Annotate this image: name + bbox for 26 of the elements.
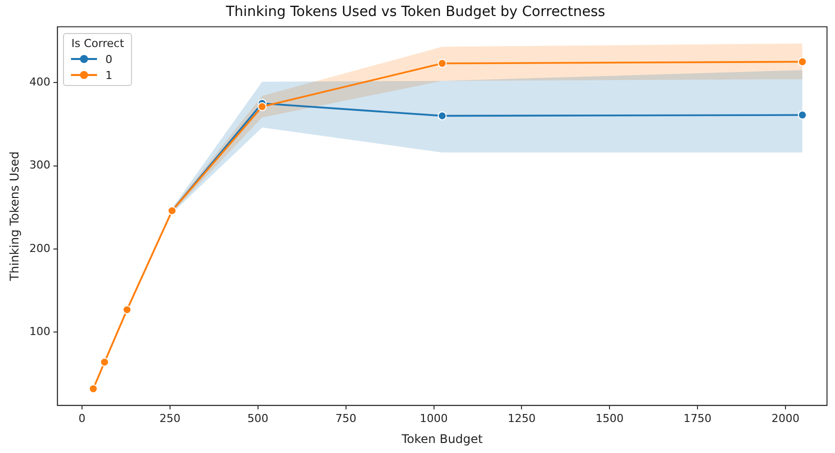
x-tick-label: 0 <box>78 412 86 425</box>
y-tick-label: 200 <box>29 242 50 255</box>
x-tick-label: 500 <box>247 412 268 425</box>
x-tick-label: 750 <box>335 412 356 425</box>
y-tick-label: 300 <box>29 158 50 172</box>
point <box>438 58 447 68</box>
point <box>88 384 98 394</box>
x-tick-label: 1500 <box>596 412 624 425</box>
legend-title: Is Correct <box>71 36 124 50</box>
point <box>798 110 807 120</box>
legend-label: 0 <box>105 52 112 66</box>
y-tick-label: 400 <box>29 75 50 88</box>
point <box>122 305 132 314</box>
chart-title: Thinking Tokens Used vs Token Budget by Correctness <box>224 4 606 20</box>
y-tick-label: 100 <box>29 325 50 338</box>
x-tick-label: 2000 <box>771 412 800 425</box>
x-tick-label: 250 <box>159 412 180 425</box>
point <box>258 102 267 112</box>
y-axis-title: Thinking Tokens Used <box>7 151 22 282</box>
x-tick-label: 1000 <box>420 412 448 425</box>
legend-label: 1 <box>105 68 112 82</box>
point <box>438 111 447 120</box>
point <box>798 57 807 66</box>
x-tick-label: 1250 <box>508 412 536 425</box>
x-tick-label: 1750 <box>684 412 712 425</box>
x-axis-title: Token Budget <box>400 432 484 446</box>
